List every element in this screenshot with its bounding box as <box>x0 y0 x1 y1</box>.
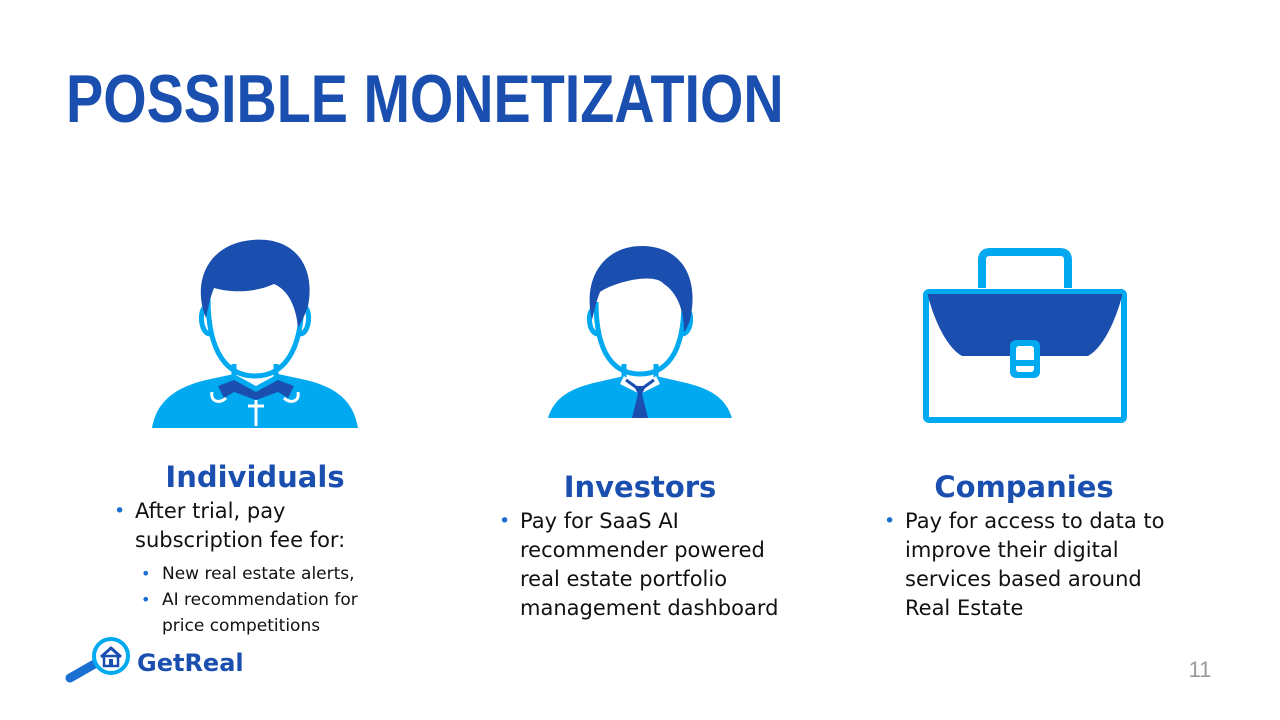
list-item: After trial, pay subscription fee for: N… <box>114 497 434 639</box>
slide-title: POSSIBLE MONETIZATION <box>66 61 784 137</box>
individuals-sub-bullet-list: New real estate alerts, AI recommendatio… <box>135 561 434 639</box>
sub-bullet-line: price competitions <box>162 616 321 636</box>
bullet-line: subscription fee for: <box>135 528 346 552</box>
investors-bullet-list: Pay for SaaS AI recommender powered real… <box>499 507 819 623</box>
sub-list-item: New real estate alerts, <box>135 561 434 587</box>
businessman-icon <box>548 246 732 418</box>
companies-bullet-list: Pay for access to data to improve their … <box>884 507 1224 623</box>
list-item: Pay for SaaS AI recommender powered real… <box>499 507 819 623</box>
bullet-line: services based around <box>905 567 1142 591</box>
bullet-line: Pay for access to data to <box>905 509 1165 533</box>
sub-bullet-line: AI recommendation for <box>162 590 358 610</box>
briefcase-icon <box>923 248 1127 423</box>
person-casual-icon <box>152 239 358 428</box>
page-number: 11 <box>1188 657 1212 682</box>
logo-wordmark: GetReal <box>137 649 244 677</box>
sub-list-item: AI recommendation for price competitions <box>135 587 434 639</box>
magnifier-house-icon <box>65 637 130 683</box>
bullet-line: real estate portfolio <box>520 567 728 591</box>
individuals-bullet-list: After trial, pay subscription fee for: N… <box>114 497 434 639</box>
heading-individuals: Individuals <box>165 460 345 494</box>
bullet-line: improve their digital <box>905 538 1119 562</box>
heading-investors: Investors <box>563 470 717 504</box>
bullet-line: Real Estate <box>905 596 1024 620</box>
bullet-line: management dashboard <box>520 596 779 620</box>
sub-bullet-line: New real estate alerts, <box>162 564 355 584</box>
list-item: Pay for access to data to improve their … <box>884 507 1224 623</box>
bullet-line: After trial, pay <box>135 499 286 523</box>
bullet-line: recommender powered <box>520 538 765 562</box>
bullet-line: Pay for SaaS AI <box>520 509 679 533</box>
heading-companies: Companies <box>934 470 1114 504</box>
